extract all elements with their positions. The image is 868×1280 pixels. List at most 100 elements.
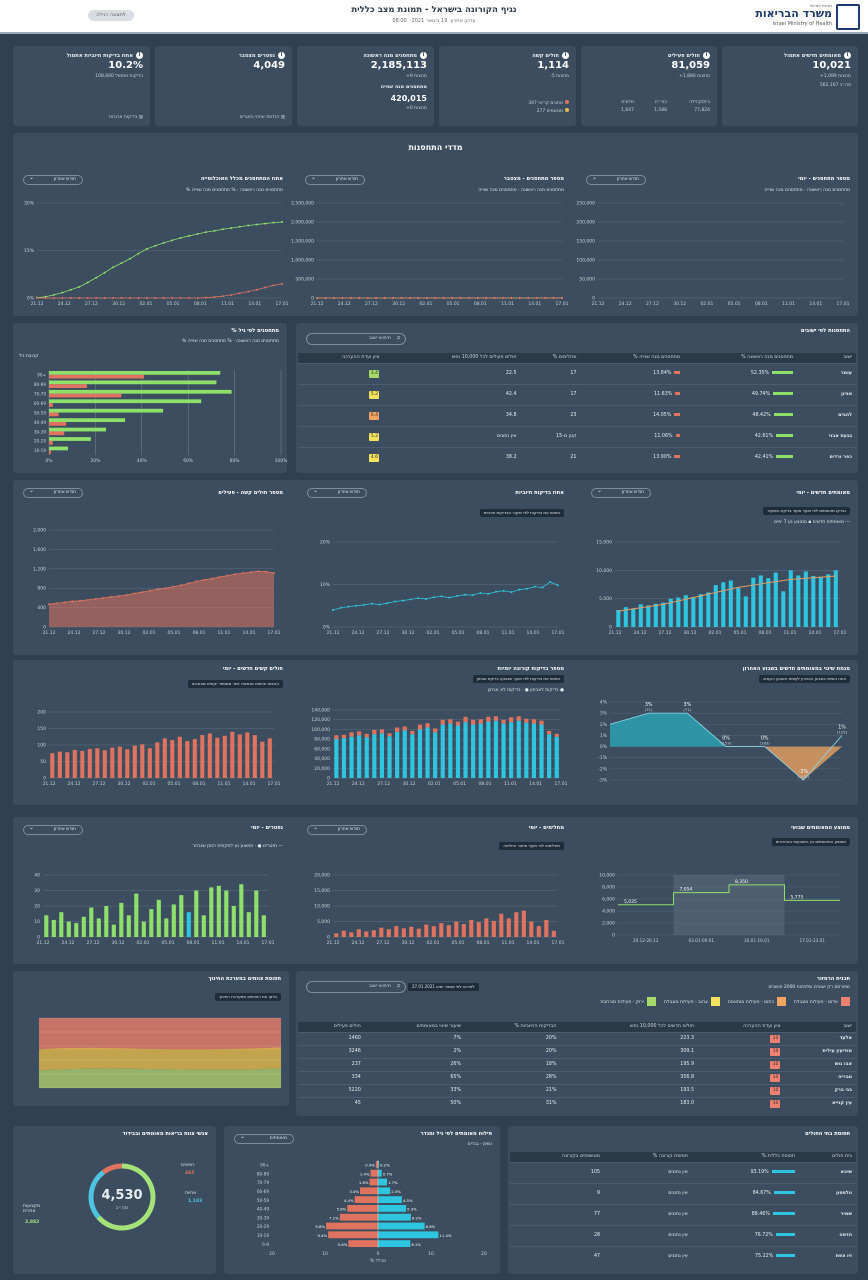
period-dropdown[interactable]: חודש אחרון — [305, 174, 365, 185]
data-point — [137, 252, 140, 255]
period-dropdown[interactable]: חודש אחרון — [23, 824, 83, 835]
table-row[interactable]: 334 65% 28% 356.8 10 טבריה — [298, 1070, 856, 1084]
table-row[interactable]: 3246 2% 20% 309.1 10 מודיעין עילית — [298, 1044, 856, 1058]
men-value-label: 9.4% — [318, 1233, 328, 1238]
data-point — [226, 574, 229, 577]
table-row[interactable]: 3.4 22.5 17 13.84% 52.35% עומר — [298, 362, 856, 384]
table-row[interactable]: 45 50% 31% 183.0 10 עין קנייא — [298, 1096, 856, 1110]
kpi-number: 1,647 — [621, 108, 634, 113]
table-row[interactable]: 47 אין נתונים 75.22% זיו צפת — [510, 1245, 856, 1267]
bar — [631, 608, 636, 627]
legend-text: צהוב - פעילות מוגבלת — [663, 1000, 708, 1005]
period-dropdown[interactable]: חודש אחרון — [307, 824, 367, 835]
x-tick-label: 05.01 — [167, 301, 180, 307]
table-row[interactable]: 5.2 אין נתונים קטן מ-15 11.06% 42.61% גבעת אב… — [298, 425, 856, 447]
x-tick-label: 21.12 — [609, 630, 622, 636]
bar — [509, 722, 514, 778]
ministry-logo[interactable]: מדינת ישראל משרד הבריאות Israel Ministry… — [748, 3, 860, 30]
table-row[interactable]: 6.4 34.8 23 14.05% 48.42% להבים — [298, 404, 856, 426]
x-tick-label: 02.01 — [419, 301, 432, 307]
kpi-active[interactable]: חולים פעילים 81,059 +1,886 מחצות בית/קהי… — [581, 46, 717, 126]
town-search-input[interactable]: חיפוש ישוב — [306, 333, 406, 345]
x-tick-label: 30.12 — [118, 781, 131, 787]
column-header[interactable]: % מתחסנים מנה ראשונה — [683, 353, 798, 363]
period-dropdown[interactable]: חודש אחרון — [586, 174, 646, 185]
kpi-severe[interactable]: חולים קשה 1,114 -5 מחצות 347 מתוכם קריטי… — [439, 46, 576, 126]
column-header[interactable]: ישוב — [784, 1022, 856, 1032]
y-tick-label: 0% — [27, 296, 35, 302]
data-point — [502, 589, 505, 592]
x-tick-label: 08.01 — [479, 781, 492, 787]
column-header[interactable]: ציון ועדת ההערכה — [698, 1022, 785, 1032]
data-point — [394, 600, 397, 603]
table-cell: אין נתונים — [604, 1245, 692, 1267]
table-row[interactable]: 237 26% 18% 195.9 10 אבו גוש — [298, 1057, 856, 1071]
data-point — [44, 297, 47, 299]
column-header[interactable]: % תפוסה כללית — [691, 1152, 800, 1162]
bar — [616, 610, 621, 627]
bar — [371, 930, 376, 937]
table-cell: 9 — [510, 1182, 605, 1204]
week-value-label: 8,350 — [735, 879, 748, 885]
bar — [638, 604, 643, 627]
y-tick-label: 20% — [320, 540, 331, 546]
table-cell: להבים — [797, 404, 856, 426]
column-header[interactable]: ישוב — [797, 353, 856, 363]
bar — [334, 933, 339, 937]
kpi-sub: 108,660 בדיקות אתמול — [95, 74, 143, 79]
x-tick-label: 08.01 — [194, 301, 207, 307]
period-dropdown[interactable]: חודש אחרון — [591, 487, 651, 498]
table-row[interactable]: 9 אין נתונים 84.67% וולפסון — [510, 1182, 856, 1204]
weekly-trend-chart: 4%3%2%1%0%-1%-2%-3%3%(71)3%(71)0%(153)0%… — [598, 700, 847, 784]
kpi-vaccinated[interactable]: מתחסנים מנה ראשונה 2,185,113 +9 מחצות מת… — [297, 46, 434, 126]
y-tick-label: 60,000 — [314, 746, 330, 752]
data-point — [103, 271, 106, 274]
kpi-positive-rate[interactable]: אחוז בדיקות חיוביות אתמול 10.2% 108,660 … — [13, 46, 150, 126]
table-row[interactable]: 5220 33% 21% 193.5 10 בני ברק — [298, 1083, 856, 1097]
table-cell: 13.90% — [580, 446, 684, 468]
traffic-search-input[interactable]: חיפוש ישוב — [306, 981, 406, 993]
table-row[interactable]: 28 אין נתונים 76.72% הדסה — [510, 1224, 856, 1246]
table-row[interactable]: 1460 7% 20% 223.3 10 אלעד — [298, 1031, 856, 1045]
column-header[interactable]: % תפוסת קורונה — [604, 1152, 692, 1162]
table-row[interactable]: 105 אין נתונים 93.19% שיבא — [510, 1161, 856, 1183]
bar — [788, 570, 793, 627]
column-header[interactable]: חולים פעילים לכל 10,000 נפש — [383, 353, 521, 363]
percent-bar — [776, 434, 794, 437]
kpi-link[interactable]: הנדסת אחוזי נפטרים — [239, 115, 280, 120]
men-bar — [348, 1240, 378, 1247]
bar — [758, 575, 763, 627]
bar — [179, 895, 184, 937]
view-toggle-button[interactable]: לתצוגה רגילה — [88, 10, 134, 21]
column-header[interactable]: שיעור שינוי במאומתים — [364, 1022, 466, 1032]
bar — [237, 734, 242, 778]
bar — [111, 924, 116, 937]
column-header[interactable]: % מתחסנים מנה שנייה — [580, 353, 684, 363]
data-point — [78, 297, 81, 299]
staff-dropdown[interactable]: מאומתים — [234, 1133, 294, 1144]
table-row[interactable]: 77 אין נתונים 88.46% שמיר — [510, 1203, 856, 1225]
women-value-label: 4.5% — [403, 1198, 413, 1203]
column-header[interactable]: % הבדיקות החיוביות — [465, 1022, 561, 1032]
table-row[interactable]: 5.2 42.4 17 11.63% 49.74% סביון — [298, 383, 856, 405]
period-dropdown[interactable]: חודש אחרון — [307, 487, 367, 498]
x-tick-label: 30.12 — [112, 940, 125, 946]
bar — [192, 739, 197, 778]
bar — [395, 731, 400, 778]
period-dropdown[interactable]: חודש אחרון — [23, 174, 83, 185]
period-dropdown[interactable]: חודש אחרון — [23, 487, 83, 498]
table-row[interactable]: 4.6 38.2 21 13.90% 42.41% כפר ורדים — [298, 446, 856, 468]
column-header[interactable]: חולים חדשים לכל 10,000 נפש — [560, 1022, 698, 1032]
column-header[interactable]: בית חולים — [799, 1152, 856, 1162]
column-header[interactable]: חולים פעילים — [298, 1022, 365, 1032]
column-header[interactable]: % מחלימים — [520, 353, 581, 363]
kpi-link[interactable]: בדיקות ארוכות — [109, 115, 138, 120]
data-point — [94, 597, 97, 600]
x-tick-label: 60% — [183, 458, 194, 464]
kpi-new-cases[interactable]: מאומתים חדשים אתמול 10,021 +1,089 מחצות … — [722, 46, 858, 126]
table-cell: 65% — [364, 1070, 466, 1084]
column-header[interactable]: ציון ועדת ההערכה — [298, 353, 384, 363]
column-header[interactable]: מאושפזים בקורונה — [510, 1152, 605, 1162]
kpi-deaths[interactable]: נפטרים מצטבר 4,049 הנדסת אחוזי נפטרים ▥ — [155, 46, 292, 126]
chart-title: ממוצע המאומתים שבועי — [791, 825, 850, 831]
